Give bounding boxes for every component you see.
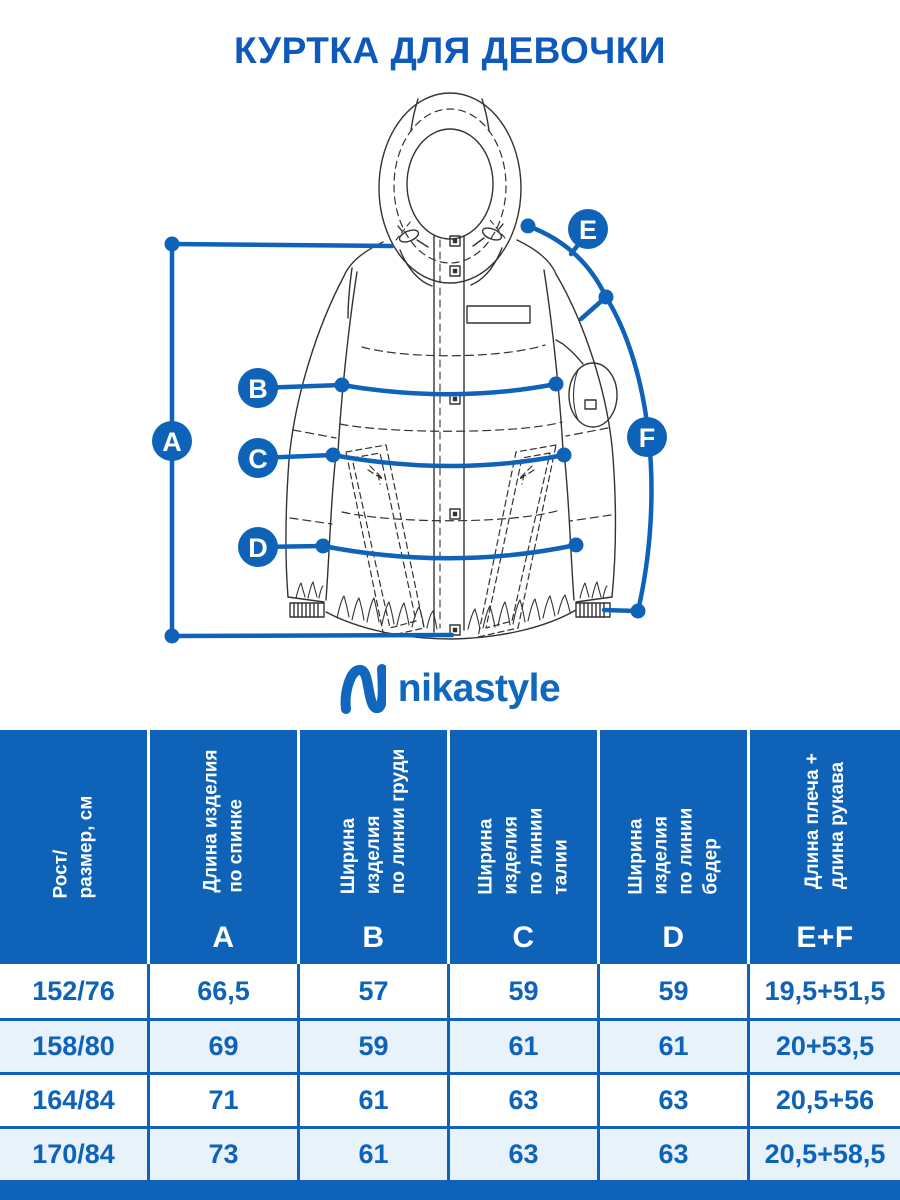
badge-letter-b: B [248, 374, 268, 404]
cell-b: 61 [300, 1129, 450, 1180]
cell-c: 61 [450, 1021, 600, 1072]
measure-dots [164, 218, 646, 644]
brand-logo: nikastyle [0, 660, 900, 718]
body-right-outline [516, 239, 617, 598]
cell-a: 66,5 [150, 964, 300, 1018]
body-left-outline [285, 241, 384, 598]
header-label-ef: Длина плеча + длина рукава [801, 753, 848, 889]
header-letter-ef: E+F [796, 921, 854, 954]
measure-badge-c [238, 438, 278, 478]
header-cell-c: Ширина изделия по линии талии C [450, 730, 600, 964]
cell-ef: 20,5+56 [775, 1085, 875, 1115]
cell-ef: 19,5+51,5 [764, 975, 886, 1006]
badge-letter-a: A [162, 427, 182, 457]
measure-line-c [255, 452, 567, 469]
cell-size: 152/76 [0, 964, 150, 1018]
sleeve-bag [555, 339, 618, 428]
hem-line [325, 609, 577, 640]
pocket-left [345, 444, 425, 638]
table-row: 164/84 71 61 63 63 20,5+56 [0, 1072, 900, 1126]
header-label-a: Длина изделия по спинке [200, 749, 247, 893]
header-label-c: Ширина изделия по линии талии [475, 807, 572, 895]
cell-a: 69 [150, 1021, 300, 1072]
measure-badge-b [238, 368, 278, 408]
cell-d: 59 [600, 964, 750, 1018]
header-letter-a: A [212, 921, 235, 954]
cell-ef: 20+53,5 [775, 1031, 875, 1061]
header-label-b: Ширина изделия по линии груди [337, 749, 410, 895]
size-table-body: 152/76 66,5 57 59 59 19,5+51,5 158/80 69… [0, 964, 900, 1180]
header-cell-b: Ширина изделия по линии груди B [300, 730, 450, 964]
cell-size: 158/80 [0, 1021, 150, 1072]
chest-label [466, 305, 531, 324]
header-label-d: Ширина изделия по линии бедер [625, 807, 722, 895]
hem-feather-spikes [336, 594, 571, 630]
page-title: КУРТКА ДЛЯ ДЕВОЧКИ [234, 30, 666, 71]
cell-a: 73 [150, 1129, 300, 1180]
badge-letter-e: E [579, 215, 597, 245]
header-cell-d: Ширина изделия по линии бедер D [600, 730, 750, 964]
hood-face-opening [406, 128, 494, 240]
cell-ef: 20,5+58,5 [764, 1139, 886, 1169]
hood-toggle-left [397, 225, 429, 248]
measurement-overlay: A B C D E F [152, 209, 667, 644]
measure-badge-d [238, 527, 278, 567]
hood-toggle-right [472, 223, 504, 247]
size-table: Рост/ размер, см Длина изделия по спинке… [0, 730, 900, 1200]
table-row: 158/80 69 59 61 61 20+53,5 [0, 1018, 900, 1072]
measure-badge-e [568, 209, 608, 249]
badge-letter-f: F [639, 423, 656, 453]
pocket-right [477, 444, 557, 638]
snap-buttons [449, 235, 461, 636]
measure-line-b [255, 381, 559, 397]
measure-badge-a [152, 421, 192, 461]
cell-d: 63 [600, 1075, 750, 1126]
hood-outline [378, 92, 522, 284]
nikastyle-wave-icon [340, 664, 386, 714]
cell-d: 63 [600, 1129, 750, 1180]
header-letter-d: D [662, 921, 685, 954]
cell-size: 170/84 [0, 1129, 150, 1180]
cell-b: 61 [300, 1075, 450, 1126]
cell-a: 71 [150, 1075, 300, 1126]
table-row: 152/76 66,5 57 59 59 19,5+51,5 [0, 964, 900, 1018]
badge-letter-c: C [248, 444, 268, 474]
header-cell-a: Длина изделия по спинке A [150, 730, 300, 964]
brand-name: nikastyle [397, 667, 561, 710]
size-table-header: Рост/ размер, см Длина изделия по спинке… [0, 730, 900, 964]
jacket-measurement-diagram: A B C D E F [152, 92, 667, 644]
cell-b: 57 [300, 964, 450, 1018]
zipper-placket [433, 235, 465, 633]
cuff-feather-spikes [295, 581, 608, 599]
header-letter-c: C [512, 921, 535, 954]
measure-badge-f [627, 417, 667, 457]
header-letter-b: B [362, 921, 385, 954]
table-footer-bar [0, 1180, 900, 1200]
measure-line-a [169, 241, 455, 639]
table-row: 170/84 73 61 63 63 20,5+58,5 [0, 1126, 900, 1180]
hood-mid-seam [393, 108, 507, 264]
cell-c: 59 [450, 964, 600, 1018]
header-label-height-size: Рост/ размер, см [50, 795, 97, 899]
badge-letter-d: D [248, 533, 268, 563]
cell-size: 164/84 [0, 1075, 150, 1126]
cell-b: 59 [300, 1021, 450, 1072]
jacket-drawing [285, 92, 618, 640]
header-cell-height-size: Рост/ размер, см [0, 730, 150, 964]
cell-c: 63 [450, 1129, 600, 1180]
cell-c: 63 [450, 1075, 600, 1126]
cell-d: 61 [600, 1021, 750, 1072]
header-cell-ef: Длина плеча + длина рукава E+F [750, 730, 900, 964]
